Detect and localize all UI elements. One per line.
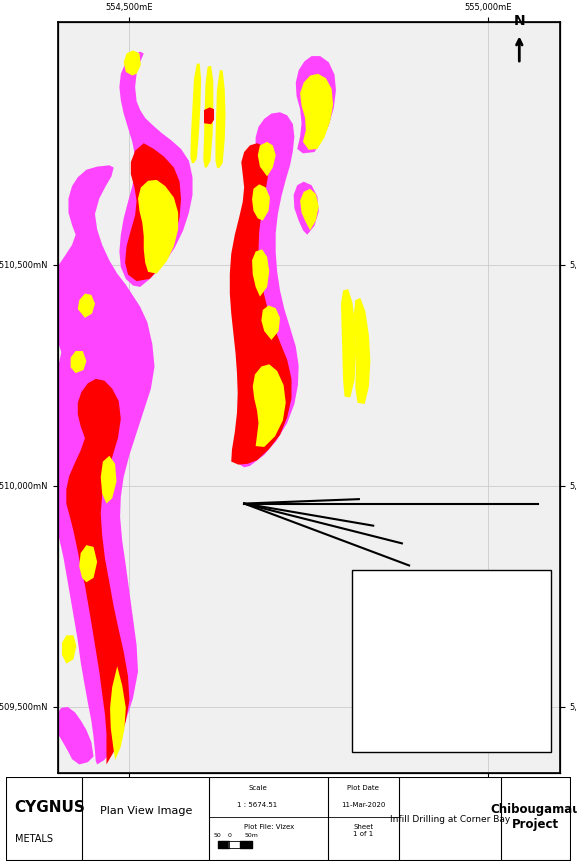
Text: 1 : 5674.51: 1 : 5674.51 [237, 802, 278, 808]
Polygon shape [66, 379, 129, 765]
Polygon shape [101, 456, 117, 504]
Polygon shape [190, 64, 201, 163]
Text: 50m: 50m [245, 833, 258, 838]
Polygon shape [252, 250, 269, 296]
Polygon shape [78, 294, 95, 318]
Polygon shape [252, 184, 270, 220]
Polygon shape [79, 545, 97, 582]
Polygon shape [240, 112, 299, 467]
Text: 50: 50 [214, 833, 222, 838]
Text: Block Model CuEq: Block Model CuEq [400, 612, 505, 622]
Text: Plot File: Vizex: Plot File: Vizex [243, 824, 294, 830]
Circle shape [366, 659, 392, 683]
Text: METALS: METALS [16, 835, 54, 844]
Polygon shape [138, 180, 178, 274]
Text: 0: 0 [227, 833, 231, 838]
Polygon shape [354, 298, 370, 404]
Text: CYGNUS: CYGNUS [14, 800, 85, 816]
Text: Scale: Scale [248, 785, 267, 791]
Text: 2 – 3%: 2 – 3% [403, 666, 440, 676]
Polygon shape [230, 143, 291, 465]
Polygon shape [119, 52, 193, 287]
Polygon shape [70, 351, 87, 373]
Circle shape [366, 696, 392, 719]
Text: 11-Mar-2020: 11-Mar-2020 [341, 802, 385, 808]
Polygon shape [253, 365, 286, 447]
Polygon shape [55, 707, 93, 765]
Polygon shape [203, 66, 213, 168]
Text: Chibougamau
Project: Chibougamau Project [490, 804, 577, 831]
Text: 0.5 – 2%: 0.5 – 2% [403, 633, 451, 643]
Polygon shape [261, 306, 280, 340]
Polygon shape [300, 188, 319, 231]
Polygon shape [123, 50, 141, 75]
Polygon shape [125, 143, 181, 281]
Polygon shape [341, 289, 356, 397]
Polygon shape [40, 165, 155, 765]
Text: LEGEND: LEGEND [426, 588, 479, 600]
Polygon shape [296, 56, 336, 154]
Text: N: N [514, 14, 525, 28]
Text: Sheet
1 of 1: Sheet 1 of 1 [353, 824, 373, 837]
Text: Plan View Image: Plan View Image [100, 805, 192, 816]
Text: Infill Drilling at Corner Bay: Infill Drilling at Corner Bay [389, 815, 510, 823]
Polygon shape [110, 666, 126, 760]
Text: >3%: >3% [403, 702, 430, 712]
Polygon shape [215, 70, 226, 168]
Polygon shape [294, 181, 319, 235]
Polygon shape [258, 142, 276, 176]
Circle shape [366, 626, 392, 650]
Polygon shape [62, 635, 76, 664]
Polygon shape [204, 107, 214, 124]
Text: Plot Date: Plot Date [347, 785, 379, 791]
Polygon shape [300, 73, 333, 149]
